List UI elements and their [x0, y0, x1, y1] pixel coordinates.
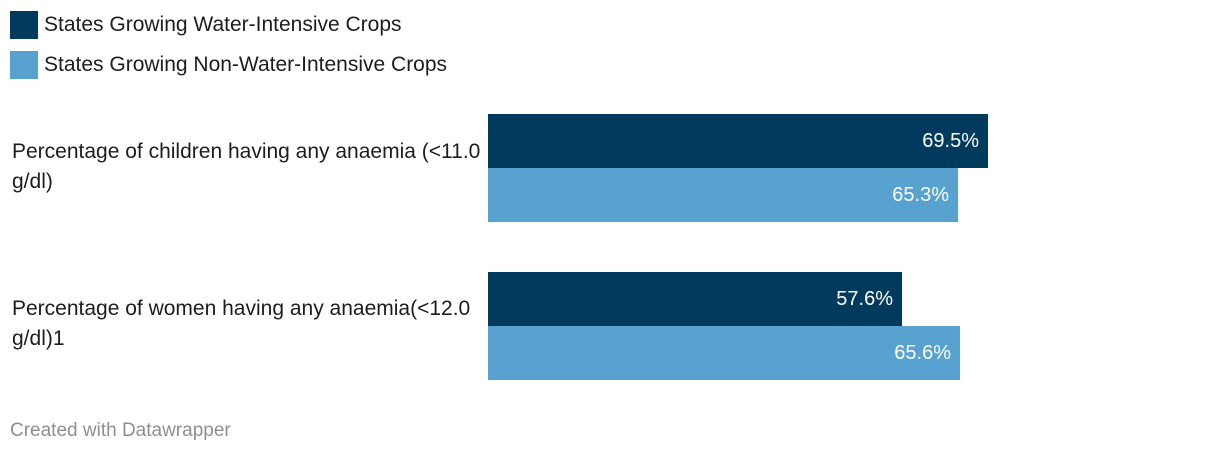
bar-children-water-intensive: 69.5% — [488, 114, 988, 168]
category-label-women: Percentage of women having any anaemia(<… — [12, 297, 471, 350]
bar-value-label: 65.6% — [894, 342, 951, 364]
legend: States Growing Water-Intensive Crops Sta… — [10, 11, 447, 91]
bar-value-label: 65.3% — [892, 184, 949, 206]
legend-swatch-water-intensive — [10, 11, 38, 39]
legend-item-non-water-intensive: States Growing Non-Water-Intensive Crops — [10, 51, 447, 79]
legend-label-water-intensive: States Growing Water-Intensive Crops — [44, 13, 402, 36]
bar-value-label: 57.6% — [836, 288, 893, 310]
bar-women-water-intensive: 57.6% — [488, 272, 902, 326]
bar-children-non-water-intensive: 65.3% — [488, 168, 958, 222]
legend-swatch-non-water-intensive — [10, 51, 38, 79]
bar-value-label: 69.5% — [922, 130, 979, 152]
legend-label-non-water-intensive: States Growing Non-Water-Intensive Crops — [44, 53, 448, 76]
category-label-children: Percentage of children having any anaemi… — [12, 140, 481, 193]
credit-text: Created with Datawrapper — [10, 420, 231, 441]
legend-item-water-intensive: States Growing Water-Intensive Crops — [10, 11, 447, 39]
bar-women-non-water-intensive: 65.6% — [488, 326, 960, 380]
